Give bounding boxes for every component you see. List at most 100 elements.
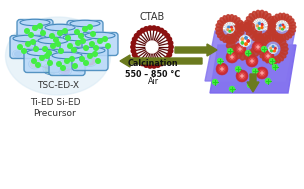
Ellipse shape [237, 30, 244, 34]
Ellipse shape [44, 31, 52, 37]
Circle shape [80, 57, 84, 61]
Ellipse shape [259, 10, 264, 18]
Circle shape [34, 47, 38, 51]
Circle shape [253, 42, 263, 52]
Ellipse shape [218, 32, 224, 38]
Circle shape [79, 34, 83, 38]
Circle shape [241, 38, 244, 40]
Circle shape [29, 33, 33, 37]
Ellipse shape [229, 30, 237, 36]
Circle shape [75, 30, 79, 34]
Ellipse shape [216, 27, 222, 31]
Circle shape [216, 63, 228, 75]
Circle shape [230, 26, 233, 28]
Circle shape [226, 51, 238, 63]
Circle shape [227, 49, 233, 53]
Ellipse shape [226, 34, 235, 40]
Ellipse shape [275, 35, 280, 42]
Circle shape [237, 46, 244, 52]
Text: Ti-ED Si-ED
Precursor: Ti-ED Si-ED Precursor [30, 98, 80, 118]
Ellipse shape [272, 16, 278, 22]
Circle shape [230, 87, 234, 91]
Ellipse shape [251, 26, 258, 34]
Circle shape [227, 52, 237, 62]
Ellipse shape [226, 42, 235, 48]
Circle shape [96, 59, 100, 63]
Ellipse shape [278, 55, 283, 61]
Circle shape [254, 44, 261, 50]
Circle shape [37, 40, 39, 42]
Circle shape [236, 67, 240, 71]
Ellipse shape [255, 42, 264, 48]
Circle shape [262, 50, 274, 62]
Ellipse shape [223, 36, 228, 42]
Ellipse shape [270, 30, 276, 35]
Circle shape [45, 54, 49, 58]
Circle shape [163, 31, 167, 35]
Ellipse shape [74, 43, 82, 50]
Ellipse shape [236, 20, 242, 26]
Circle shape [266, 54, 270, 58]
FancyBboxPatch shape [72, 47, 108, 70]
Ellipse shape [272, 32, 278, 38]
Circle shape [230, 55, 234, 59]
Circle shape [260, 71, 264, 75]
Ellipse shape [230, 37, 234, 43]
Ellipse shape [281, 47, 288, 51]
Ellipse shape [286, 32, 292, 38]
Circle shape [38, 24, 42, 28]
Circle shape [146, 41, 158, 53]
Circle shape [89, 60, 91, 62]
Circle shape [256, 45, 260, 49]
Circle shape [235, 44, 245, 54]
Ellipse shape [255, 38, 264, 44]
Circle shape [168, 41, 173, 45]
Ellipse shape [41, 54, 49, 60]
Ellipse shape [76, 64, 84, 70]
Ellipse shape [70, 20, 100, 27]
Ellipse shape [240, 51, 246, 60]
FancyArrow shape [247, 74, 259, 92]
Circle shape [106, 44, 110, 48]
Ellipse shape [275, 34, 280, 40]
Circle shape [279, 25, 281, 26]
Ellipse shape [259, 34, 264, 42]
Circle shape [88, 54, 92, 58]
FancyArrow shape [175, 44, 217, 56]
Circle shape [247, 83, 253, 88]
Circle shape [271, 50, 272, 52]
Ellipse shape [216, 24, 223, 28]
Ellipse shape [45, 24, 75, 31]
Ellipse shape [220, 34, 226, 40]
FancyBboxPatch shape [49, 53, 85, 75]
Circle shape [261, 27, 263, 29]
Ellipse shape [275, 56, 280, 63]
Circle shape [152, 26, 156, 30]
Ellipse shape [262, 33, 268, 40]
FancyBboxPatch shape [67, 20, 103, 43]
Ellipse shape [258, 43, 265, 48]
Ellipse shape [38, 37, 68, 44]
Circle shape [94, 46, 98, 50]
Circle shape [229, 54, 235, 60]
Circle shape [156, 27, 160, 31]
Ellipse shape [247, 30, 253, 35]
Ellipse shape [289, 25, 296, 29]
Ellipse shape [279, 53, 286, 58]
Text: Air: Air [147, 77, 159, 85]
Circle shape [152, 64, 156, 68]
Circle shape [24, 40, 26, 42]
Circle shape [240, 36, 250, 46]
Circle shape [144, 63, 148, 67]
Ellipse shape [248, 23, 254, 32]
Ellipse shape [226, 37, 231, 43]
Ellipse shape [258, 47, 265, 51]
Circle shape [256, 22, 264, 30]
Ellipse shape [52, 52, 82, 59]
Ellipse shape [268, 27, 275, 32]
Ellipse shape [236, 50, 242, 59]
Ellipse shape [238, 27, 244, 31]
Ellipse shape [244, 51, 250, 60]
Circle shape [156, 63, 160, 67]
Ellipse shape [272, 34, 277, 41]
